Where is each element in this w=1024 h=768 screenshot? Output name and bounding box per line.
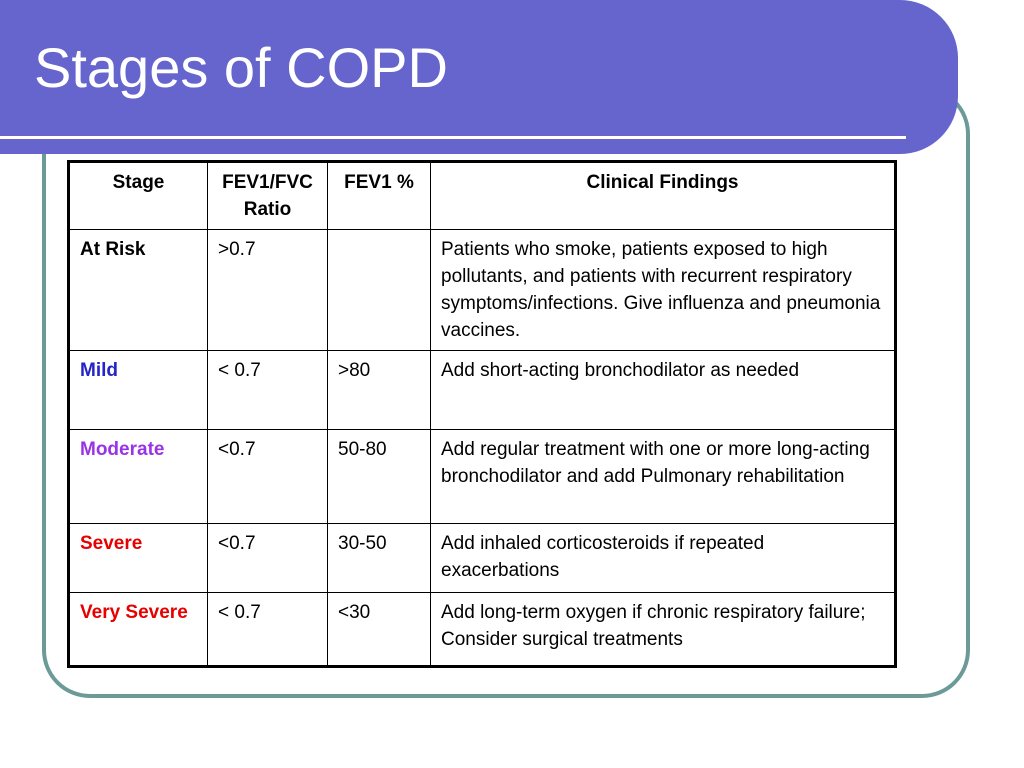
findings-cell: Add inhaled corticosteroids if repeated … bbox=[430, 523, 896, 593]
fev1-cell: <30 bbox=[327, 592, 431, 667]
stage-cell: At Risk bbox=[68, 229, 208, 351]
stage-cell: Mild bbox=[68, 350, 208, 430]
stage-cell: Severe bbox=[68, 523, 208, 593]
slide-title: Stages of COPD bbox=[34, 36, 448, 99]
stage-cell: Very Severe bbox=[68, 592, 208, 667]
table-row: Very Severe < 0.7 <30 Add long-term oxyg… bbox=[68, 592, 896, 667]
header-stage: Stage bbox=[68, 161, 208, 230]
table-row: At Risk >0.7 Patients who smoke, patient… bbox=[68, 229, 896, 351]
table-header-row: Stage FEV1/FVC Ratio FEV1 % Clinical Fin… bbox=[68, 161, 896, 230]
title-underline bbox=[0, 136, 906, 139]
header-fev1-fvc-ratio: FEV1/FVC Ratio bbox=[207, 161, 328, 230]
fev1-cell: >80 bbox=[327, 350, 431, 430]
fev1-cell: 50-80 bbox=[327, 429, 431, 524]
fev1-cell: 30-50 bbox=[327, 523, 431, 593]
findings-cell: Patients who smoke, patients exposed to … bbox=[430, 229, 896, 351]
ratio-cell: <0.7 bbox=[207, 523, 328, 593]
findings-cell: Add short-acting bronchodilator as neede… bbox=[430, 350, 896, 430]
table-row: Mild < 0.7 >80 Add short-acting bronchod… bbox=[68, 350, 896, 430]
header-fev1-percent: FEV1 % bbox=[327, 161, 431, 230]
findings-cell: Add long-term oxygen if chronic respirat… bbox=[430, 592, 896, 667]
header-clinical-findings: Clinical Findings bbox=[430, 161, 896, 230]
ratio-cell: < 0.7 bbox=[207, 592, 328, 667]
table-row: Severe <0.7 30-50 Add inhaled corticoste… bbox=[68, 523, 896, 593]
ratio-cell: <0.7 bbox=[207, 429, 328, 524]
ratio-cell: >0.7 bbox=[207, 229, 328, 351]
table-row: Moderate <0.7 50-80 Add regular treatmen… bbox=[68, 429, 896, 524]
fev1-cell bbox=[327, 229, 431, 351]
copd-stages-table: Stage FEV1/FVC Ratio FEV1 % Clinical Fin… bbox=[67, 160, 897, 668]
title-bar: Stages of COPD bbox=[0, 0, 958, 154]
stage-cell: Moderate bbox=[68, 429, 208, 524]
ratio-cell: < 0.7 bbox=[207, 350, 328, 430]
findings-cell: Add regular treatment with one or more l… bbox=[430, 429, 896, 524]
